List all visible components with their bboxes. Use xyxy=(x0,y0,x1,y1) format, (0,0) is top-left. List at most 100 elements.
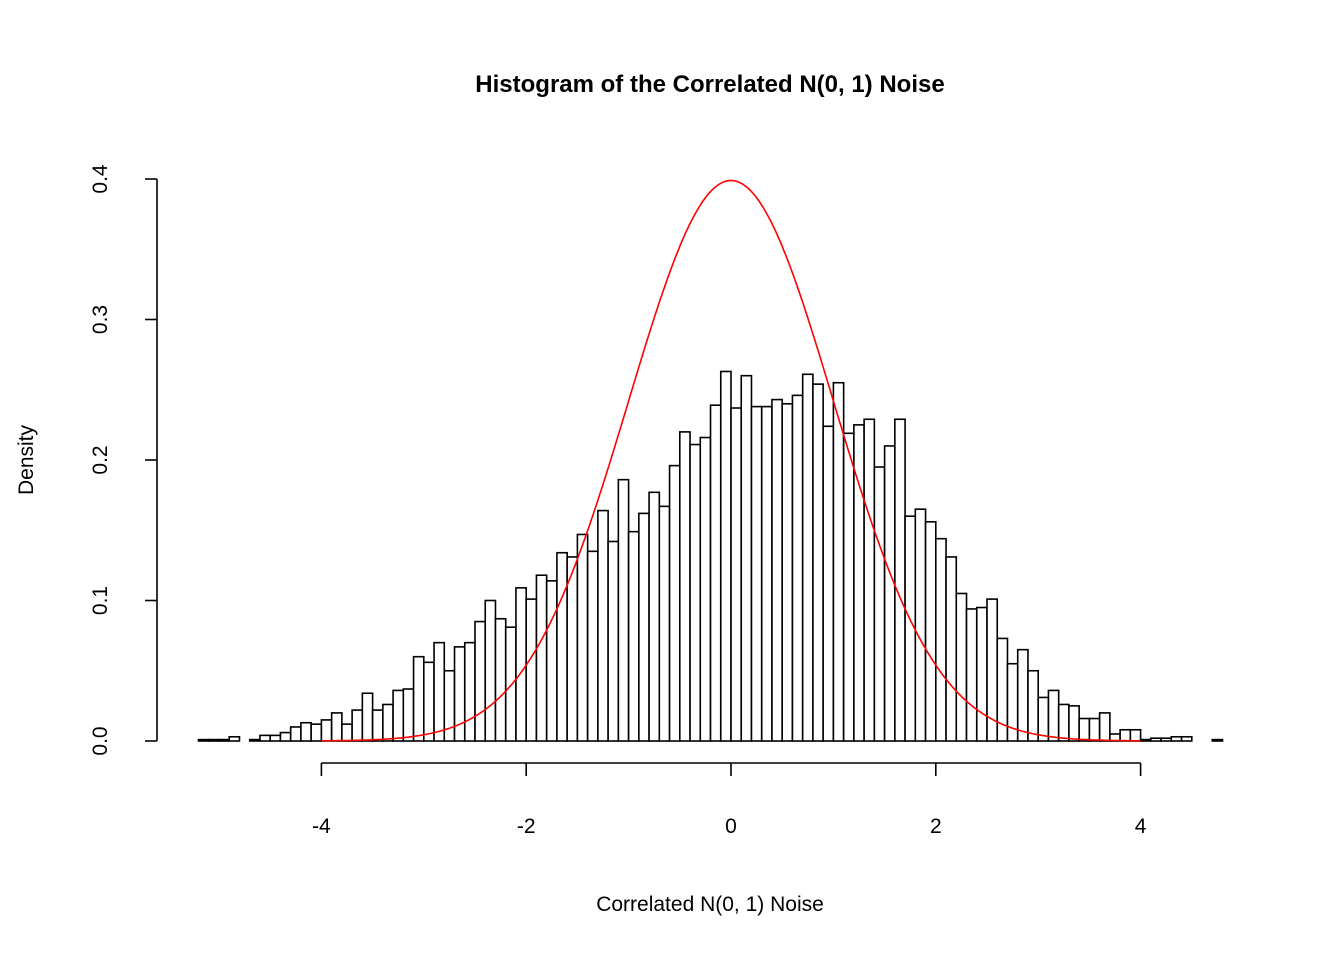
histogram-bar xyxy=(883,445,896,742)
histogram-bar xyxy=(1170,735,1183,742)
histogram-bar xyxy=(504,626,517,742)
y-axis: 0.0 0.1 0.2 0.3 0.4 xyxy=(89,164,158,756)
histogram-bar xyxy=(576,533,589,742)
histogram-bar xyxy=(832,381,845,742)
histogram-bar xyxy=(515,587,528,742)
x-axis-label: Correlated N(0, 1) Noise xyxy=(596,893,824,916)
x-tick-label: -2 xyxy=(517,815,536,838)
histogram-bar xyxy=(1180,735,1193,742)
histogram-bar xyxy=(812,383,824,742)
histogram-bar xyxy=(709,404,722,742)
histogram-bar xyxy=(842,432,855,742)
histogram-bar xyxy=(945,556,958,742)
histogram-bar xyxy=(463,641,476,742)
histogram-bar xyxy=(320,719,333,742)
histogram-bar xyxy=(556,551,568,742)
normal-density-curve xyxy=(321,179,1141,742)
x-tick-label: 4 xyxy=(1135,815,1147,838)
histogram-bar xyxy=(433,641,446,742)
histogram-bar xyxy=(597,509,609,742)
x-axis: -4 -2 0 2 4 xyxy=(312,762,1147,838)
histogram-bar xyxy=(617,478,630,742)
histogram-bar xyxy=(668,464,681,742)
histogram-bar xyxy=(822,425,835,742)
histogram-bar xyxy=(453,646,466,742)
histogram-bar xyxy=(1016,648,1029,742)
y-tick-label: 0.1 xyxy=(89,586,112,615)
histogram-bar xyxy=(248,738,261,742)
histogram-bar xyxy=(975,606,988,742)
histogram-bar xyxy=(719,370,732,742)
histogram-bar xyxy=(689,443,702,742)
histogram-bar xyxy=(1078,717,1091,742)
histogram-bar xyxy=(525,598,538,742)
histogram-bar xyxy=(648,491,661,742)
histogram-bar xyxy=(760,405,773,742)
histogram-bar xyxy=(781,402,794,742)
histogram-bar xyxy=(658,505,671,742)
x-tick-label: 2 xyxy=(930,815,942,838)
histogram-bar xyxy=(289,726,302,742)
histogram-bar xyxy=(382,703,394,742)
histogram-bar xyxy=(924,521,937,742)
histogram-bar xyxy=(678,431,691,742)
histogram-bar xyxy=(422,661,435,742)
histogram-bar xyxy=(535,574,548,742)
histogram-bar xyxy=(1068,705,1080,742)
histogram-bar xyxy=(1027,669,1039,742)
histogram-bar xyxy=(197,738,210,742)
histogram-bar xyxy=(545,580,558,742)
chart-title: Histogram of the Correlated N(0, 1) Nois… xyxy=(475,71,944,98)
histogram-bar xyxy=(279,731,292,742)
histogram-bar xyxy=(392,689,405,742)
y-tick-label: 0.2 xyxy=(89,445,112,474)
histogram-bar xyxy=(351,709,364,742)
histogram-bar xyxy=(443,669,456,742)
histogram-bar xyxy=(310,723,323,742)
histogram-bar xyxy=(699,436,712,742)
y-tick-label: 0.0 xyxy=(89,726,112,755)
histogram-bar xyxy=(586,550,599,742)
bars xyxy=(197,370,1224,742)
y-tick-label: 0.3 xyxy=(89,305,112,334)
histogram-bar xyxy=(371,709,384,742)
histogram-bar xyxy=(1160,737,1173,742)
histogram-bar xyxy=(627,530,640,742)
y-tick-label: 0.4 xyxy=(89,164,112,194)
histogram-bar xyxy=(638,512,650,742)
histogram-bar xyxy=(1211,738,1224,742)
histogram-bar xyxy=(934,537,947,742)
histogram-bar xyxy=(863,418,876,742)
histogram-bar xyxy=(771,398,784,742)
histogram-bar xyxy=(1047,689,1060,742)
histogram-bar xyxy=(730,407,743,742)
histogram-bar xyxy=(412,655,425,742)
histogram-bar xyxy=(873,466,886,742)
x-tick-label: -4 xyxy=(312,815,331,838)
y-axis-label: Density xyxy=(15,424,38,495)
histogram-bar xyxy=(218,738,231,742)
histogram-bar xyxy=(607,540,620,742)
histogram-bar xyxy=(566,556,579,742)
histogram-bar xyxy=(228,735,241,742)
histogram-bar xyxy=(1129,728,1142,742)
histogram-bar xyxy=(402,688,415,742)
histogram-bar xyxy=(474,620,487,742)
histogram-bar xyxy=(914,508,927,742)
histogram-bar xyxy=(494,617,507,742)
histogram-bar xyxy=(259,734,271,742)
histogram-bar xyxy=(801,373,814,742)
histogram-bar xyxy=(330,712,343,742)
histogram-bar xyxy=(791,394,804,742)
histogram-bar xyxy=(1057,703,1070,742)
histogram-bar xyxy=(361,692,374,742)
histogram-bar xyxy=(484,599,497,742)
histogram-bar xyxy=(341,723,353,742)
histogram-bar xyxy=(894,418,906,742)
histogram-bar xyxy=(269,734,282,742)
histogram-bar xyxy=(955,592,968,742)
histogram-bar xyxy=(1098,712,1111,742)
histogram-bar xyxy=(300,721,312,742)
histogram-bar xyxy=(740,374,753,742)
